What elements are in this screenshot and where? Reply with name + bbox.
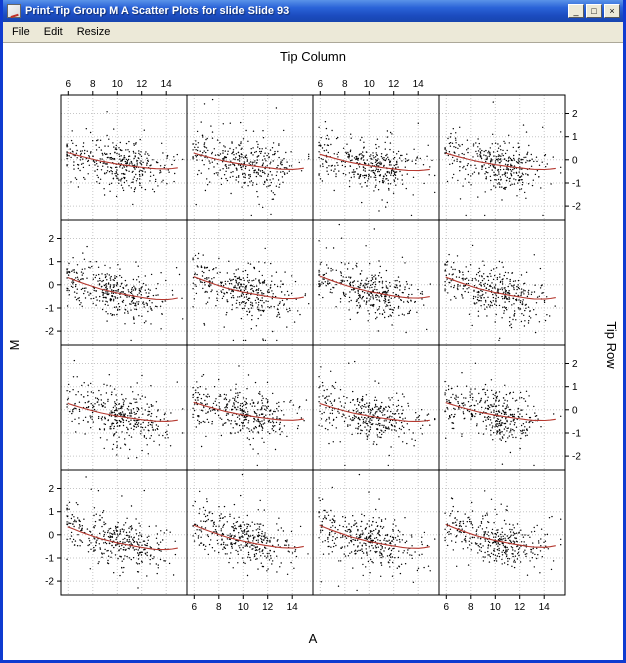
maximize-button[interactable]: □ (586, 4, 602, 18)
app-icon[interactable] (7, 4, 21, 18)
titlebar[interactable]: Print-Tip Group M A Scatter Plots for sl… (3, 0, 623, 22)
menu-item-file[interactable]: File (12, 26, 30, 38)
menubar: File Edit Resize (3, 22, 623, 43)
plot-area: 6 8 10 12 14 6 8 10 12 14 6 8 10 12 14 6 8 10 12 14 2 1 0 -1 -2 2… (3, 43, 623, 660)
close-button[interactable]: × (604, 4, 620, 18)
menu-item-resize[interactable]: Resize (76, 26, 111, 38)
window-title: Print-Tip Group M A Scatter Plots for sl… (25, 5, 290, 17)
menu-item-edit[interactable]: Edit (43, 26, 63, 38)
trellis-plot: 6 8 10 12 146 8 10 12 146 8 10 12 146 8 10 12 14210-1-22… (7, 49, 619, 646)
minimize-button[interactable]: _ (568, 4, 584, 18)
titlebar-buttons: _ □ × (568, 4, 620, 18)
